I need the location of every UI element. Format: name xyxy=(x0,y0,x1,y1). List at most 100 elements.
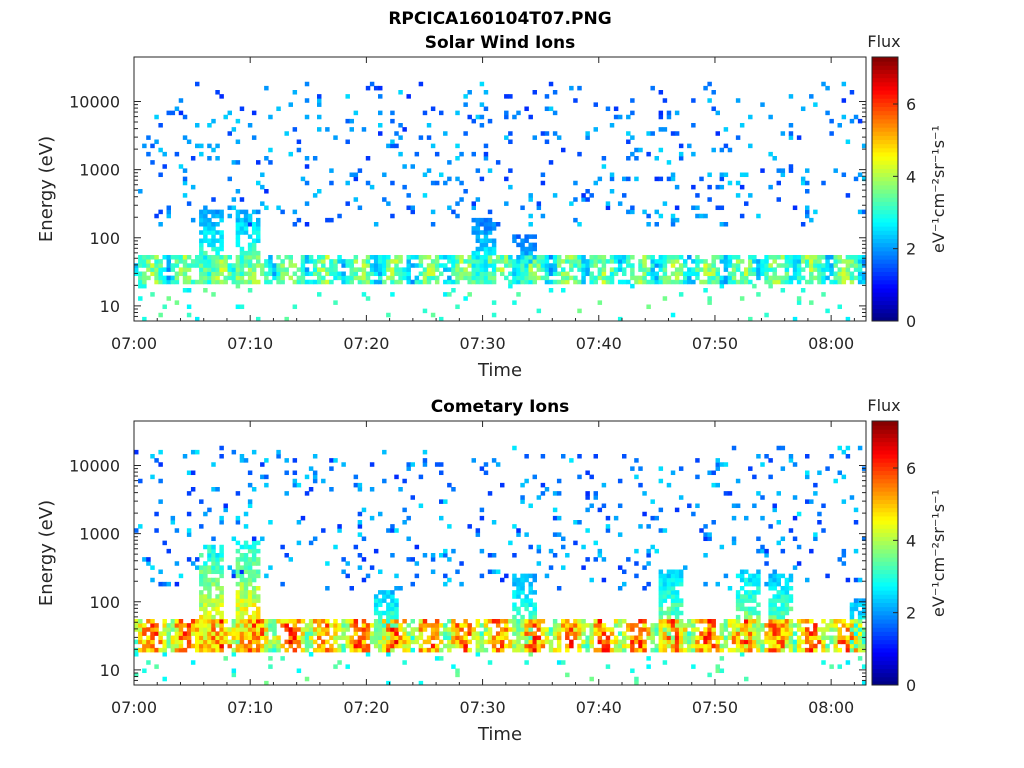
heatmap-cell xyxy=(329,487,334,492)
heatmap-cell xyxy=(536,263,542,268)
heatmap-cell xyxy=(776,577,781,583)
heatmap-cell xyxy=(251,209,257,215)
heatmap-cell xyxy=(491,639,497,645)
heatmap-cell xyxy=(719,283,725,289)
heatmap-cell xyxy=(829,263,834,268)
heatmap-cell xyxy=(626,263,631,268)
heatmap-cell xyxy=(272,643,277,649)
heatmap-cell xyxy=(821,263,826,268)
heatmap-cell xyxy=(650,627,655,632)
heatmap-cell xyxy=(768,184,773,190)
colorbar-segment xyxy=(872,536,898,542)
heatmap-cell xyxy=(849,263,855,268)
heatmap-cell xyxy=(231,639,237,645)
heatmap-cell xyxy=(402,127,407,132)
heatmap-cell xyxy=(394,627,399,632)
heatmap-cell xyxy=(646,304,651,310)
colorbar-segment xyxy=(872,94,898,99)
heatmap-cell xyxy=(504,110,509,116)
y-tick-label: 1000 xyxy=(79,161,120,180)
heatmap-cell xyxy=(341,279,346,285)
colorbar-segment xyxy=(872,69,898,75)
heatmap-cell xyxy=(158,267,163,272)
heatmap-cell xyxy=(512,445,517,451)
heatmap-cell xyxy=(382,610,387,616)
heatmap-cell xyxy=(821,627,826,632)
heatmap-cell xyxy=(215,90,220,95)
heatmap-cell xyxy=(264,619,269,624)
heatmap-cell xyxy=(239,197,245,202)
heatmap-cell xyxy=(260,623,265,628)
heatmap-cell xyxy=(707,623,712,628)
heatmap-cell xyxy=(300,515,306,521)
heatmap-cell xyxy=(532,259,537,264)
heatmap-cell xyxy=(325,271,330,277)
heatmap-cell xyxy=(471,250,476,256)
heatmap-cell xyxy=(288,643,293,649)
heatmap-cell xyxy=(239,643,245,649)
heatmap-cell xyxy=(239,565,245,570)
heatmap-cell xyxy=(402,164,407,169)
heatmap-cell xyxy=(349,647,354,653)
heatmap-cell xyxy=(308,643,314,649)
heatmap-cell xyxy=(166,635,171,641)
heatmap-cell xyxy=(601,156,607,161)
heatmap-cell xyxy=(528,246,533,252)
heatmap-cell xyxy=(203,623,208,628)
heatmap-cell xyxy=(251,279,257,285)
heatmap-cell xyxy=(235,623,241,628)
heatmap-cell xyxy=(345,118,350,124)
heatmap-cell xyxy=(215,255,220,260)
heatmap-cell xyxy=(349,279,354,285)
heatmap-cell xyxy=(735,135,741,140)
heatmap-cell xyxy=(853,598,859,603)
heatmap-cell xyxy=(260,201,265,206)
heatmap-cell xyxy=(687,639,692,645)
heatmap-cell xyxy=(512,271,517,277)
heatmap-cell xyxy=(597,631,603,636)
heatmap-cell xyxy=(487,255,493,260)
heatmap-cell xyxy=(154,213,159,219)
heatmap-cell xyxy=(325,619,330,624)
heatmap-cell xyxy=(528,652,533,657)
heatmap-cell xyxy=(837,627,842,632)
heatmap-cell xyxy=(268,639,273,645)
heatmap-cell xyxy=(617,267,623,272)
heatmap-cell xyxy=(170,627,176,632)
heatmap-cell xyxy=(154,275,159,281)
heatmap-cell xyxy=(544,487,550,492)
heatmap-cell xyxy=(678,466,684,471)
heatmap-cell xyxy=(349,586,354,591)
heatmap-cell xyxy=(455,304,460,310)
colorbar-segment xyxy=(872,172,898,178)
heatmap-cell xyxy=(841,639,847,645)
heatmap-cell xyxy=(638,635,643,641)
heatmap-cell xyxy=(597,271,603,277)
heatmap-cell xyxy=(178,259,184,264)
heatmap-cell xyxy=(719,255,725,260)
heatmap-cell xyxy=(638,524,643,529)
x-axis-label: Time xyxy=(477,360,522,381)
heatmap-cell xyxy=(703,631,708,636)
heatmap-cell xyxy=(524,234,529,239)
heatmap-cell xyxy=(357,482,363,488)
heatmap-cell xyxy=(780,639,786,645)
colorbar-segment xyxy=(872,598,898,604)
heatmap-cell xyxy=(805,255,810,260)
heatmap-cell xyxy=(203,594,208,599)
heatmap-cell xyxy=(243,627,249,632)
heatmap-cell xyxy=(264,647,269,653)
heatmap-cell xyxy=(609,123,615,128)
heatmap-cell xyxy=(349,172,354,178)
heatmap-cell xyxy=(727,147,733,153)
heatmap-cell xyxy=(256,598,261,603)
heatmap-cell xyxy=(548,267,554,272)
colorbar-segment xyxy=(872,590,898,595)
heatmap-cell xyxy=(739,639,745,645)
heatmap-cell xyxy=(650,267,655,272)
heatmap-cell xyxy=(800,639,806,645)
heatmap-cell xyxy=(760,102,765,107)
heatmap-cell xyxy=(211,536,216,542)
heatmap-cell xyxy=(796,279,802,285)
heatmap-cell xyxy=(386,275,391,281)
